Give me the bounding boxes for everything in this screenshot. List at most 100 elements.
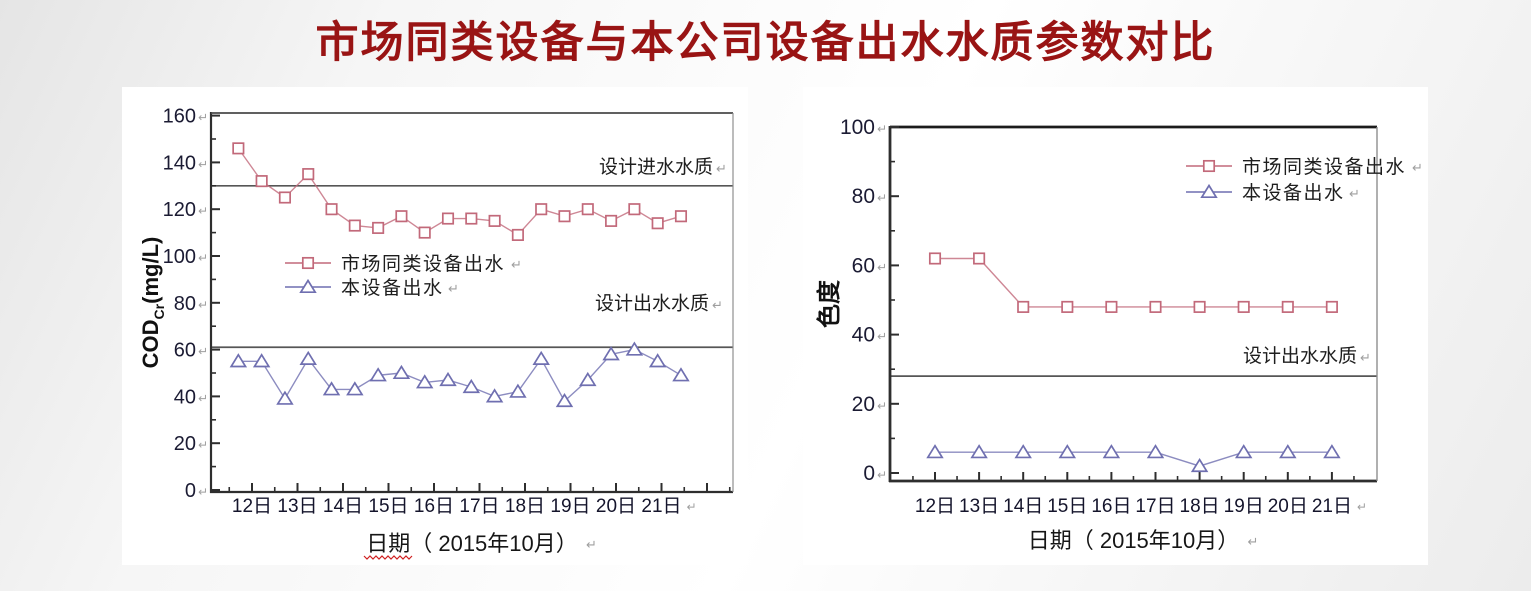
return-mark: ↵ (198, 204, 208, 218)
marker-square (465, 212, 478, 225)
marker-square (928, 252, 942, 265)
x-axis-title: 日期（ 2015年10月） (1028, 528, 1240, 553)
marker-square (418, 226, 431, 239)
marker-square (1017, 300, 1030, 313)
svg-text:色度: 色度 (815, 279, 843, 328)
marker-square (1281, 300, 1294, 313)
x-tick-label: 21日 (641, 496, 681, 517)
legend-label: 本设备出水 (341, 277, 444, 299)
return-mark: ↵ (198, 438, 208, 452)
series-line (935, 451, 1332, 467)
refline-label: 设计出水水质 (595, 292, 709, 314)
return-mark: ↵ (1412, 160, 1423, 175)
marker-square (1202, 159, 1216, 173)
return-mark: ↵ (448, 281, 459, 296)
x-tick-label: 16日 (1091, 496, 1131, 517)
return-mark: ↵ (687, 500, 697, 514)
marker-square (535, 203, 548, 216)
x-tick-label: 17日 (459, 496, 499, 517)
return-mark: ↵ (586, 537, 597, 552)
return-mark: ↵ (198, 391, 208, 405)
cod-chart: 设计进水水质 ↵设计出水水质 ↵0 ↵20 ↵40 ↵60 ↵80 ↵100 ↵120 ↵140 ↵… (138, 106, 734, 560)
marker-square (674, 210, 688, 223)
marker-triangle (1323, 444, 1341, 459)
plot-border (888, 125, 1378, 483)
legend-label: 市场同类设备出水 (1242, 156, 1406, 178)
marker-square (605, 214, 618, 227)
x-tick-label: 19日 (550, 496, 590, 517)
marker-square (348, 219, 361, 232)
y-tick-label: 120 (163, 199, 196, 221)
return-mark: ↵ (877, 330, 887, 344)
marker-triangle (672, 367, 690, 382)
return-mark: ↵ (198, 111, 208, 125)
x-tick-label: 18日 (1180, 496, 1220, 517)
y-tick-label: 140 (163, 152, 196, 174)
x-tick-label: 15日 (1047, 496, 1087, 517)
marker-triangle (252, 353, 271, 368)
marker-triangle (1279, 444, 1297, 459)
chroma-chart-panel: 设计出水水质 ↵ 0 ↵ 20 ↵ 40 ↵ 60 ↵ 80 ↵ 100 ↵ 12日 13日 14日 15日 16日… (803, 87, 1428, 565)
x-tick-label: 13日 (277, 496, 317, 517)
marker-triangle (532, 350, 550, 366)
marker-square (1193, 300, 1206, 313)
marker-triangle (602, 346, 620, 361)
y-tick-label: 80 (852, 185, 875, 208)
chroma-chart: 设计出水水质 ↵0 ↵20 ↵40 ↵60 ↵80 ↵100 ↵12日 13日 14日 15日 16日… (815, 116, 1423, 553)
return-mark: ↵ (198, 157, 208, 171)
return-mark: ↵ (1360, 350, 1371, 365)
series-market-equipment-effluent (928, 252, 1338, 313)
marker-square (1149, 300, 1162, 313)
chart-root: 设计出水水质 ↵0 ↵20 ↵40 ↵60 ↵80 ↵100 ↵12日 13日 14日 15日 16日… (815, 116, 1423, 553)
return-mark: ↵ (1248, 534, 1259, 549)
y-tick-label: 40 (174, 386, 196, 408)
marker-triangle (926, 444, 944, 459)
page-title: 市场同类设备与本公司设备出水水质参数对比 (315, 19, 1216, 67)
cod-chart-panel: 设计进水水质 ↵ 设计出水水质 ↵ 0 ↵ 20 ↵ 40 ↵ 60 ↵ 80 ↵ 100 ↵ 120 ↵ 140 ↵… (122, 87, 748, 565)
marker-triangle (439, 371, 457, 387)
x-tick-label: 13日 (959, 496, 999, 517)
return-mark: ↵ (198, 251, 208, 265)
y-axis: 0 ↵20 ↵40 ↵60 ↵80 ↵100 ↵ (840, 116, 899, 485)
marker-square (232, 142, 245, 155)
x-axis-title: 日期（ 2015年10月） (366, 531, 578, 556)
marker-triangle (1102, 444, 1121, 459)
marker-square (973, 252, 986, 265)
y-tick-label: 100 (163, 246, 196, 268)
return-mark: ↵ (198, 485, 208, 499)
marker-triangle (322, 381, 341, 396)
marker-square (511, 228, 524, 241)
x-tick-label: 20日 (596, 496, 636, 517)
y-tick-label: 20 (174, 433, 196, 455)
x-tick-label: 12日 (232, 496, 272, 517)
return-mark: ↵ (877, 260, 887, 274)
marker-triangle (555, 392, 574, 408)
x-axis: 12日 13日 14日 15日 16日 17日 18日 19日 20日 21日 ↵ (228, 483, 731, 517)
y-tick-label: 0 (863, 462, 875, 485)
marker-square (1325, 300, 1338, 313)
reference-lines: 设计进水水质 ↵ 设计出水水质 ↵ (211, 156, 733, 349)
marker-square (581, 203, 594, 216)
marker-square (302, 168, 315, 181)
y-tick-label: 40 (852, 324, 875, 347)
svg-text:CODCr(mg/L): CODCr(mg/L) (138, 237, 167, 369)
marker-triangle (970, 444, 988, 459)
x-tick-label: 19日 (1224, 496, 1264, 517)
marker-square (558, 210, 571, 223)
marker-square (651, 217, 664, 230)
y-tick-label: 160 (163, 106, 196, 128)
return-mark: ↵ (511, 257, 522, 272)
marker-triangle (1014, 444, 1032, 459)
return-mark: ↵ (1349, 186, 1360, 201)
x-tick-label: 14日 (1003, 496, 1043, 517)
refline-label: 设计出水水质 (1243, 345, 1357, 367)
spellcheck-underline (363, 555, 413, 560)
series-our-equipment-effluent (229, 341, 690, 408)
y-tick-label: 60 (174, 340, 196, 362)
x-tick-label: 20日 (1268, 496, 1308, 517)
refline-label: 设计进水水质 (599, 156, 713, 178)
chart-root: 设计进水水质 ↵设计出水水质 ↵0 ↵20 ↵40 ↵60 ↵80 ↵100 ↵120 ↵140 ↵… (138, 106, 734, 560)
marker-square (325, 203, 338, 216)
marker-triangle (299, 278, 317, 294)
